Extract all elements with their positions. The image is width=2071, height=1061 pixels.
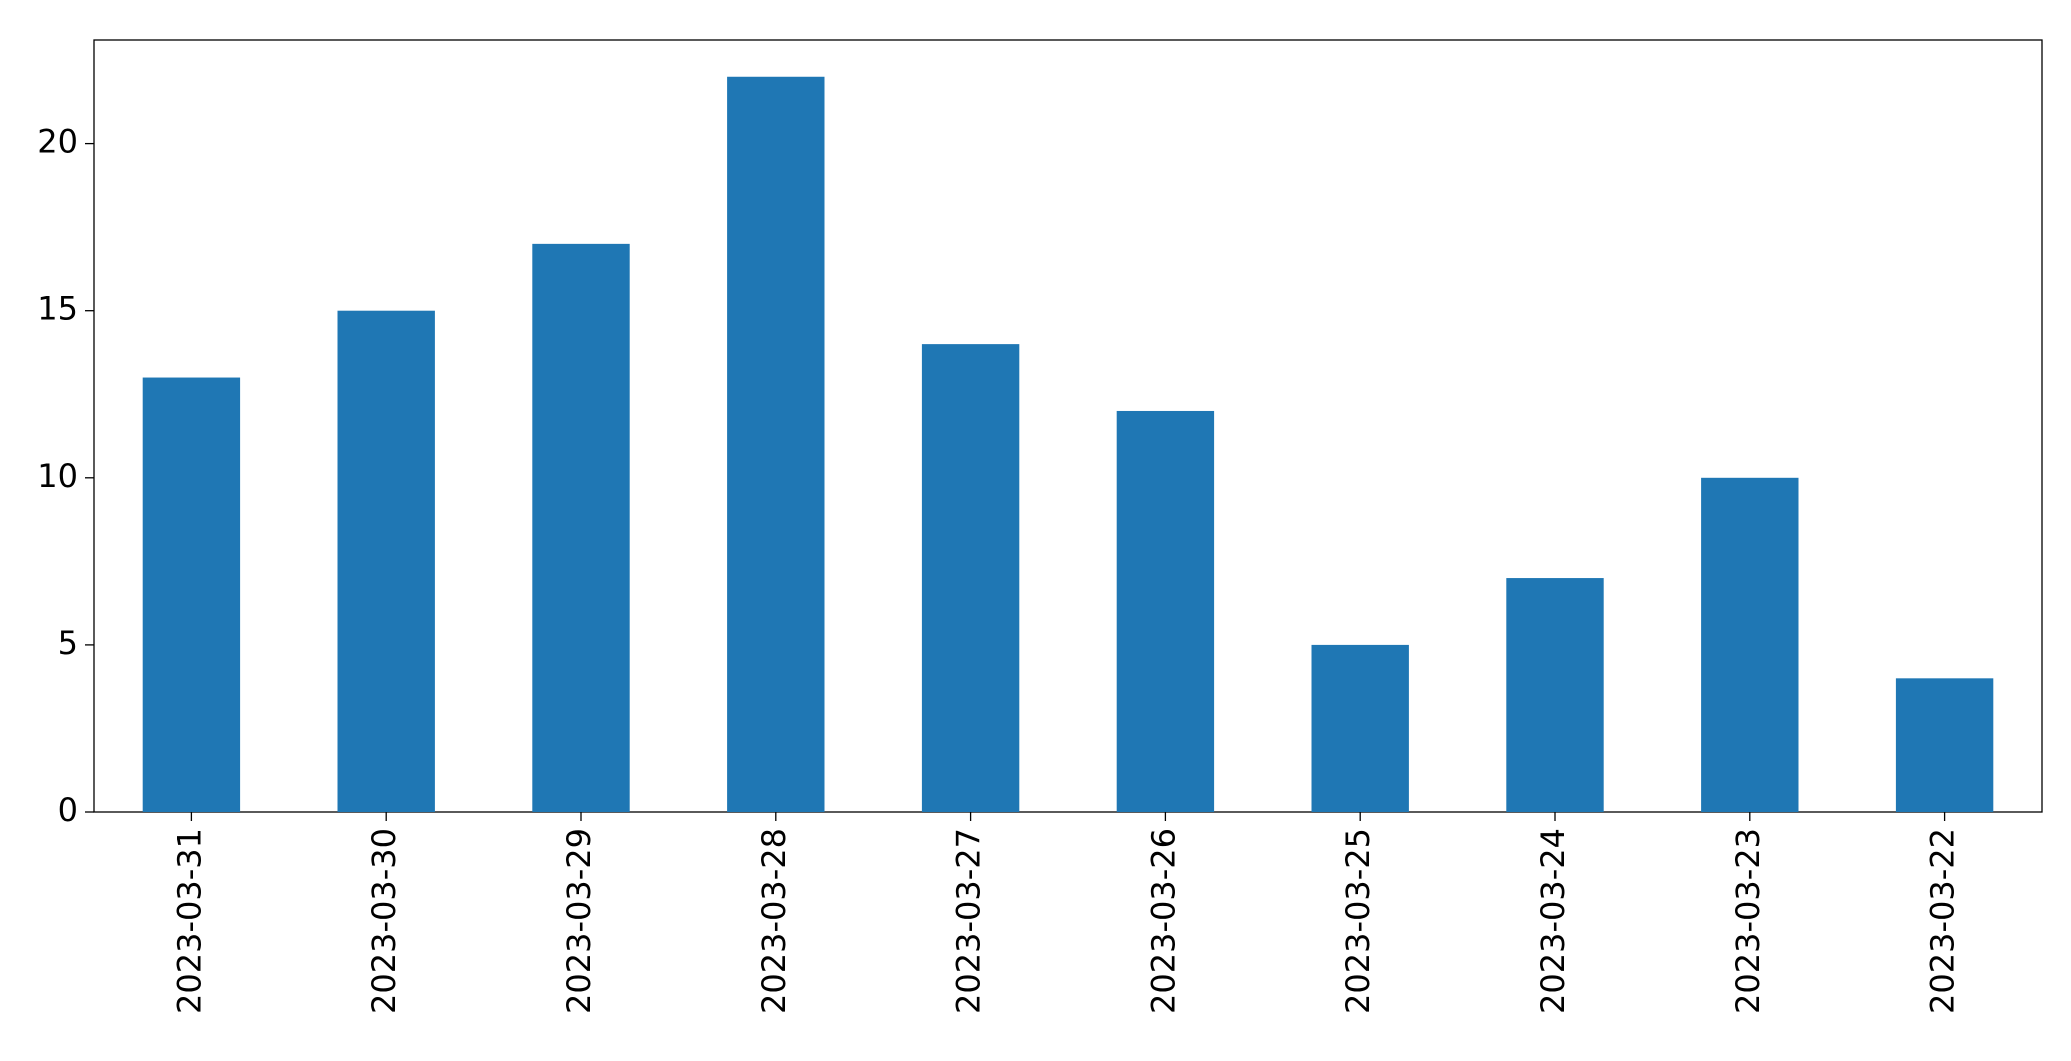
y-tick-label: 5 [58,624,78,662]
y-tick-label: 15 [37,290,78,328]
y-tick-label: 10 [37,457,78,495]
x-tick-label: 2023-03-30 [365,828,403,1014]
x-tick-label: 2023-03-25 [1339,828,1377,1014]
bar [921,344,1020,812]
bar [1701,477,1799,812]
y-tick-label: 20 [37,123,78,161]
bar [532,243,630,813]
bar [1506,578,1604,812]
x-tick-label: 2023-03-23 [1729,828,1767,1014]
x-tick-label: 2023-03-22 [1924,828,1962,1014]
bar [1895,678,1994,812]
x-tick-label: 2023-03-27 [950,828,988,1014]
x-tick-label: 2023-03-24 [1534,828,1572,1014]
x-tick-label: 2023-03-28 [755,828,793,1014]
x-tick-label: 2023-03-26 [1144,828,1182,1014]
bar [337,310,435,812]
bar [727,76,825,812]
bar [1116,410,1215,812]
x-tick-label: 2023-03-31 [170,828,208,1014]
bar [142,377,241,812]
bar [1311,644,1409,812]
y-tick-label: 0 [58,791,78,829]
x-tick-label: 2023-03-29 [560,828,598,1014]
plot-frame [93,39,2043,813]
